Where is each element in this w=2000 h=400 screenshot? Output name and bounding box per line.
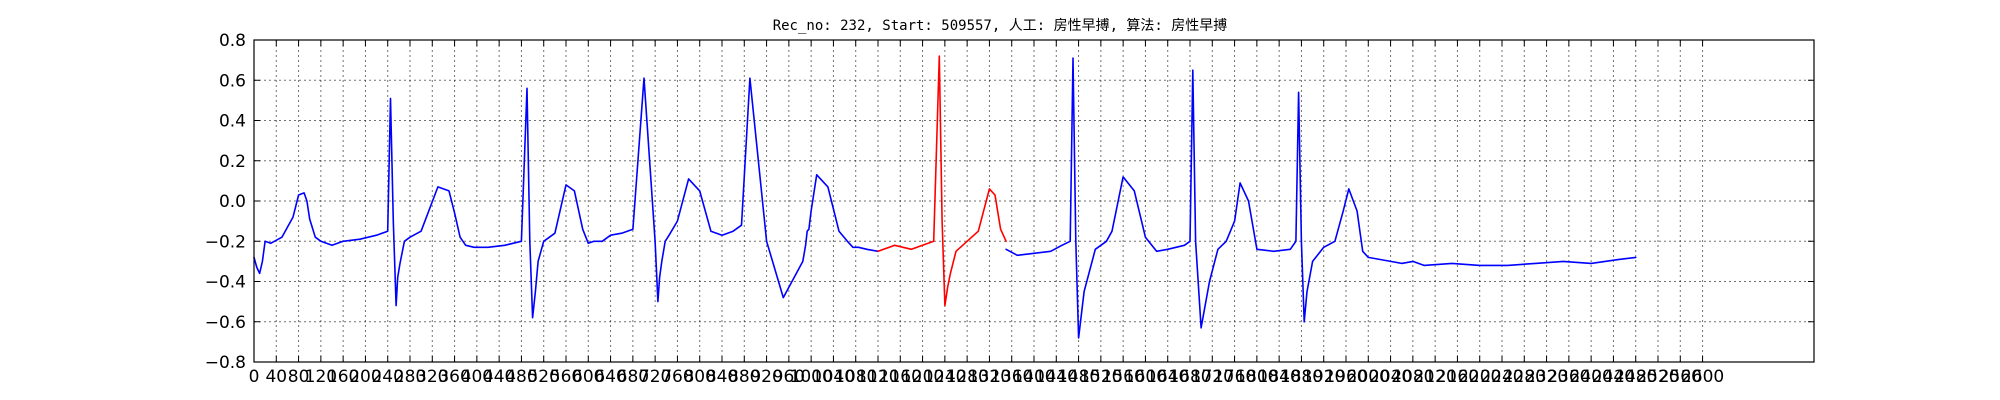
x-tick-label: 1360 <box>990 367 1033 387</box>
series-line-0 <box>253 77 879 319</box>
x-axis-ticks: 0 40 8012016020024028032036040044048052056… <box>249 40 1724 387</box>
x-tick-label: 2080 <box>1391 367 1434 387</box>
series-line-1 <box>877 55 1007 307</box>
y-tick-label: 0.2 <box>219 152 246 172</box>
x-tick-label: 1680 <box>1168 367 1211 387</box>
x-tick-label: 0 <box>249 367 260 387</box>
x-tick-label: 920 <box>750 367 782 387</box>
x-tick-label: 2320 <box>1525 367 1568 387</box>
x-tick-label: 1880 <box>1280 367 1323 387</box>
x-tick-label: 1800 <box>1235 367 1278 387</box>
x-tick-label: 880 <box>728 367 760 387</box>
x-tick-label: 1240 <box>923 367 966 387</box>
x-tick-label: 2520 <box>1636 367 1679 387</box>
y-tick-label: 0.6 <box>219 71 246 91</box>
x-tick-label: 680 <box>617 367 649 387</box>
x-tick-label: 2040 <box>1369 367 1412 387</box>
x-tick-label: 1280 <box>946 367 989 387</box>
x-tick-label: 1480 <box>1057 367 1100 387</box>
x-tick-label: 2200 <box>1458 367 1501 387</box>
x-tick-label: 1600 <box>1124 367 1167 387</box>
x-tick-label: 2160 <box>1436 367 1479 387</box>
x-tick-label: 2240 <box>1480 367 1523 387</box>
x-tick-label: 720 <box>639 367 671 387</box>
x-tick-label: 1840 <box>1258 367 1301 387</box>
x-tick-label: 2000 <box>1347 367 1390 387</box>
x-tick-label: 800 <box>683 367 715 387</box>
x-tick-label: 2480 <box>1614 367 1657 387</box>
x-tick-label: 40 <box>265 367 287 387</box>
series-lines <box>253 55 1637 339</box>
x-tick-label: 1720 <box>1191 367 1234 387</box>
x-tick-label: 280 <box>394 367 426 387</box>
x-tick-label: 200 <box>349 367 381 387</box>
x-tick-label: 1560 <box>1102 367 1145 387</box>
x-tick-label: 1760 <box>1213 367 1256 387</box>
x-tick-label: 960 <box>773 367 805 387</box>
x-tick-label: 640 <box>594 367 626 387</box>
x-tick-label: 560 <box>550 367 582 387</box>
x-tick-label: 1920 <box>1302 367 1345 387</box>
y-tick-label: −0.2 <box>205 232 246 252</box>
y-axis-ticks: 0.8 0.6 0.4 0.2 0.0 −0.2 −0.4 −0.6 −0.8 <box>205 31 1814 373</box>
x-tick-label: 1520 <box>1079 367 1122 387</box>
chart-title: Rec_no: 232, Start: 509557, 人工: 房性早搏, 算法… <box>773 17 1228 34</box>
x-tick-label: 320 <box>416 367 448 387</box>
x-tick-label: 2440 <box>1592 367 1635 387</box>
y-tick-label: −0.4 <box>205 273 246 293</box>
x-tick-label: 1440 <box>1035 367 1078 387</box>
x-tick-label: 1960 <box>1324 367 1367 387</box>
x-tick-label: 760 <box>661 367 693 387</box>
y-tick-label: −0.6 <box>205 313 246 333</box>
x-tick-label: 2560 <box>1659 367 1702 387</box>
x-tick-label: 400 <box>461 367 493 387</box>
x-tick-label: 600 <box>572 367 604 387</box>
x-tick-label: 440 <box>483 367 515 387</box>
x-tick-label: 1160 <box>879 367 922 387</box>
x-tick-label: 1000 <box>790 367 833 387</box>
x-tick-label: 120 <box>305 367 337 387</box>
x-tick-label: 360 <box>438 367 470 387</box>
x-tick-label: 1120 <box>856 367 899 387</box>
x-tick-label: 80 <box>288 367 310 387</box>
y-tick-label: 0.0 <box>219 192 246 212</box>
x-tick-label: 1320 <box>968 367 1011 387</box>
x-tick-label: 2360 <box>1547 367 1590 387</box>
grid-lines <box>254 40 1814 362</box>
x-tick-label: 1040 <box>812 367 855 387</box>
x-tick-label: 1200 <box>901 367 944 387</box>
x-tick-label: 2280 <box>1503 367 1546 387</box>
x-tick-label: 520 <box>527 367 559 387</box>
x-tick-label: 2400 <box>1570 367 1613 387</box>
plot-frame <box>253 39 1815 363</box>
series-line-2 <box>1005 57 1637 339</box>
x-tick-label: 1400 <box>1012 367 1055 387</box>
x-tick-label: 840 <box>706 367 738 387</box>
y-tick-label: 0.4 <box>219 112 246 132</box>
x-tick-label: 1080 <box>834 367 877 387</box>
x-tick-label: 2600 <box>1681 367 1724 387</box>
x-tick-label: 1640 <box>1146 367 1189 387</box>
y-tick-label: 0.8 <box>219 31 246 51</box>
x-tick-label: 240 <box>371 367 403 387</box>
x-tick-label: 2120 <box>1414 367 1457 387</box>
x-tick-label: 480 <box>505 367 537 387</box>
x-tick-label: 160 <box>327 367 359 387</box>
y-tick-label: −0.8 <box>205 353 246 373</box>
